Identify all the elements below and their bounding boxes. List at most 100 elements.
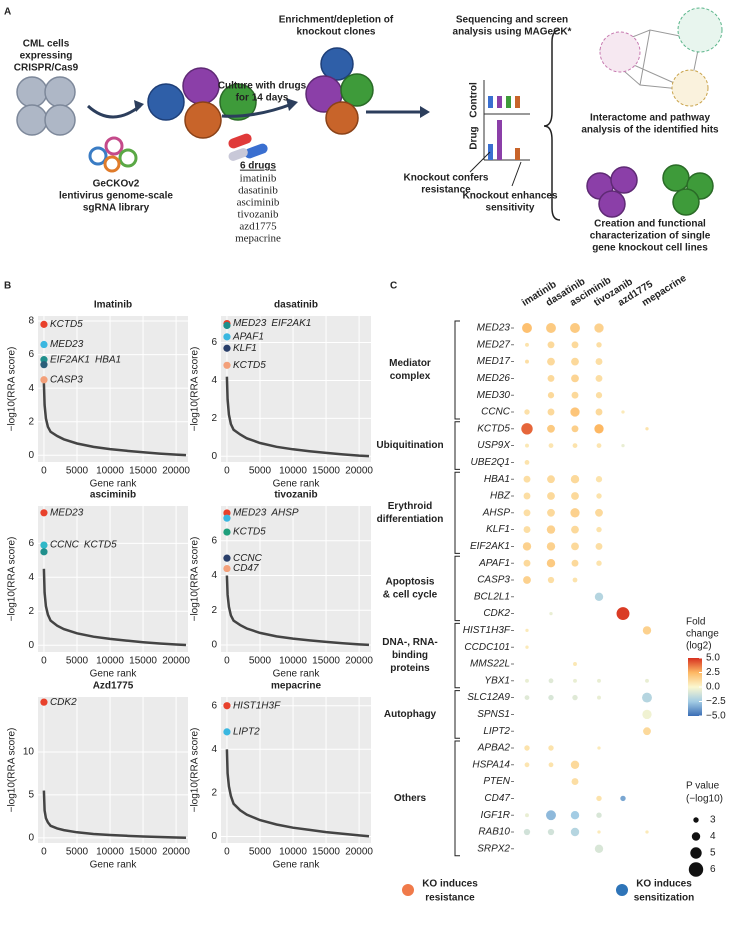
resistance-text: Knockout confers	[403, 173, 488, 184]
dot	[571, 357, 579, 366]
library-text: lentivirus genome-scale	[59, 191, 173, 202]
pointer	[511, 161, 522, 187]
plot-background	[221, 697, 371, 843]
group-label: Mediator	[389, 358, 431, 369]
sequencing-text: Sequencing and screen	[456, 15, 568, 26]
dot	[620, 795, 626, 802]
x-axis-label: Gene rank	[273, 479, 321, 490]
dot	[546, 559, 556, 568]
arrow	[86, 104, 141, 119]
hit-point	[223, 321, 231, 330]
enrichment-text: Enrichment/depletion of	[279, 15, 394, 26]
hit-point	[40, 548, 48, 556]
dot	[523, 475, 531, 483]
group-label: Ubiquitination	[376, 440, 443, 451]
gene-label: IGF1R	[481, 810, 510, 821]
dot	[521, 423, 533, 435]
dot	[595, 358, 603, 366]
gene-label: SRPX2	[477, 843, 510, 854]
mini-bar	[506, 96, 511, 108]
hit-label: MED23	[50, 339, 84, 350]
dot	[570, 827, 580, 837]
gene-label: MMS22L	[470, 659, 510, 670]
y-tick-label: 6	[211, 700, 217, 711]
dot	[572, 577, 578, 583]
dot	[570, 811, 580, 820]
size-key	[688, 862, 704, 877]
dot	[597, 746, 601, 750]
hit-point	[223, 509, 231, 517]
dot	[547, 828, 555, 836]
cells-text: CML cells	[23, 39, 70, 50]
mini-bar-chart	[483, 80, 530, 161]
mini-bar	[488, 144, 493, 160]
x-tick-label: 20000	[162, 656, 190, 667]
hit-point	[223, 514, 231, 522]
dot	[616, 607, 630, 621]
dot	[546, 810, 556, 821]
dot	[596, 443, 602, 448]
hit-label: MED23	[50, 507, 84, 518]
dot	[523, 559, 531, 567]
culture-text: Culture with drugs	[218, 81, 307, 92]
axis-control: Control	[469, 82, 480, 118]
gene-label: HSPA14	[472, 759, 510, 770]
y-tick-label: 0	[28, 832, 34, 843]
dot	[548, 762, 554, 768]
enrichment-text: knockout clones	[297, 27, 376, 38]
dot	[546, 525, 556, 534]
cell	[44, 104, 76, 136]
network-cluster	[599, 31, 641, 73]
x-tick-label: 5000	[249, 656, 272, 667]
rank-curve	[42, 568, 187, 647]
hit-label: MED23	[233, 508, 267, 519]
gene-label: EIF2AK1	[470, 541, 510, 552]
hit-point	[223, 702, 231, 710]
mini-bar	[497, 96, 502, 108]
enriched-cells	[305, 47, 374, 135]
x-tick-label: 15000	[129, 466, 157, 477]
dot	[595, 374, 603, 382]
rank-curve	[42, 790, 187, 840]
gene-label: CCDC101	[464, 642, 510, 653]
hit-label: LIPT2	[233, 727, 260, 738]
cell	[662, 164, 690, 192]
dot	[594, 323, 604, 333]
dot	[523, 492, 531, 500]
dot	[547, 475, 555, 484]
dot	[522, 542, 532, 551]
gene-label: LIPT2	[483, 726, 510, 737]
gene-label: UBE2Q1	[471, 457, 510, 468]
annotation-dot	[402, 884, 414, 896]
dot	[547, 576, 555, 584]
hit-label: CASP3	[50, 374, 83, 385]
plot-background	[38, 697, 188, 843]
dot	[621, 410, 625, 414]
size-key	[693, 817, 699, 823]
y-tick-label: 2	[211, 413, 217, 424]
y-tick-label: 0	[211, 831, 217, 842]
x-axis-label: Gene rank	[90, 860, 138, 871]
dot	[596, 812, 602, 818]
arrow-head	[286, 98, 298, 111]
gene-label: PTEN	[483, 776, 510, 787]
gene-label: AHSP	[482, 507, 511, 518]
y-axis-label: −log10(RRA score)	[190, 728, 201, 813]
group-bracket	[454, 421, 460, 470]
dot	[547, 374, 555, 382]
dot	[621, 443, 625, 448]
size-label: 3	[710, 815, 716, 826]
x-tick-label: 15000	[312, 847, 340, 858]
x-tick-label: 5000	[249, 466, 272, 477]
brace	[543, 29, 561, 221]
dot	[523, 828, 531, 836]
plot-background	[38, 506, 188, 652]
dot	[525, 359, 529, 364]
x-tick-label: 15000	[129, 656, 157, 667]
rank-curve	[225, 749, 370, 838]
dot	[572, 694, 578, 701]
dot	[525, 678, 529, 683]
hit-point	[40, 698, 48, 706]
gene-label: MED26	[477, 373, 511, 384]
